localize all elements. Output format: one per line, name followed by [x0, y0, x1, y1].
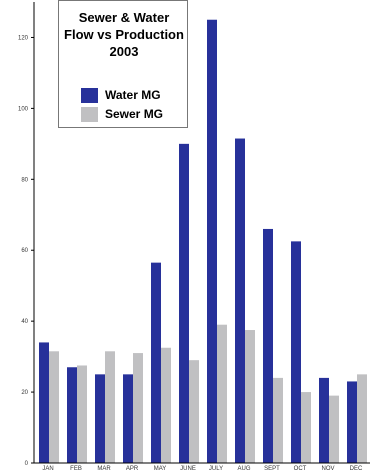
x-tick-label: APR — [126, 466, 139, 470]
y-tick-label: 80 — [21, 177, 28, 183]
chart-title-line: Sewer & Water — [78, 10, 170, 25]
legend-label-water: Water MG — [105, 88, 161, 102]
x-tick-label: AUG — [237, 466, 250, 470]
legend-item-water: Water MG — [81, 87, 161, 103]
water-bar-jan — [39, 342, 49, 463]
x-tick-label: MAR — [97, 466, 111, 470]
sewer-bar-feb — [77, 365, 87, 463]
water-bar-sept — [263, 228, 273, 463]
y-tick-label: 40 — [21, 319, 28, 325]
sewer-bar-nov — [329, 395, 339, 463]
x-tick-label: JAN — [42, 466, 53, 470]
x-tick-label: FEB — [70, 466, 82, 470]
y-tick-label: 20 — [21, 390, 28, 396]
water-bar-dec — [347, 381, 357, 463]
sewer-bar-mar — [105, 351, 115, 463]
x-tick-label: OCT — [294, 466, 307, 470]
x-tick-label: DEC — [350, 466, 363, 470]
x-tick-label: JUNE — [180, 466, 196, 470]
sewer-bar-july — [217, 324, 227, 463]
chart-title: Sewer & Water Flow vs Production 2003 — [59, 9, 189, 60]
water-bar-may — [151, 262, 161, 463]
sewer-bar-oct — [301, 392, 311, 463]
y-axis: 0 20 40 60 80 100 120 — [18, 2, 35, 467]
water-bar-nov — [319, 377, 329, 463]
x-tick-label: NOV — [321, 466, 334, 470]
sewer-bar-june — [189, 360, 199, 463]
legend-swatch-water — [81, 87, 98, 103]
y-tick-label: 0 — [25, 461, 29, 467]
legend-item-sewer: Sewer MG — [81, 106, 163, 122]
x-tick-label: JULY — [209, 466, 223, 470]
y-tick-label: 60 — [21, 248, 28, 254]
sewer-bar-apr — [133, 353, 143, 463]
legend-label-sewer: Sewer MG — [105, 107, 164, 121]
sewer-bar-dec — [357, 374, 367, 463]
water-bar-oct — [291, 241, 301, 463]
x-tick-label: SEPT — [264, 466, 280, 470]
sewer-bar-aug — [245, 330, 255, 463]
water-bar-july — [207, 19, 217, 463]
legend-swatch-sewer — [81, 106, 98, 122]
y-tick-label: 100 — [18, 106, 29, 112]
x-tick-label: MAY — [154, 466, 167, 470]
chart-title-line: 2003 — [109, 44, 139, 59]
chart-title-line: Flow vs Production — [64, 27, 184, 42]
water-bar-aug — [235, 138, 245, 463]
legend: Sewer & Water Flow vs Production 2003 Wa… — [58, 0, 188, 128]
sewer-bar-sept — [273, 377, 283, 463]
water-bar-feb — [67, 367, 77, 463]
sewer-bar-may — [161, 347, 171, 463]
sewer-bar-jan — [49, 351, 59, 463]
y-tick-label: 120 — [18, 35, 29, 41]
bars — [39, 19, 367, 463]
water-bar-mar — [95, 374, 105, 463]
water-bar-apr — [123, 374, 133, 463]
x-axis: JAN FEB MAR APR MAY JUNE JULY AUG SEPT OCT NOV DEC — [34, 462, 370, 470]
water-bar-june — [179, 143, 189, 463]
